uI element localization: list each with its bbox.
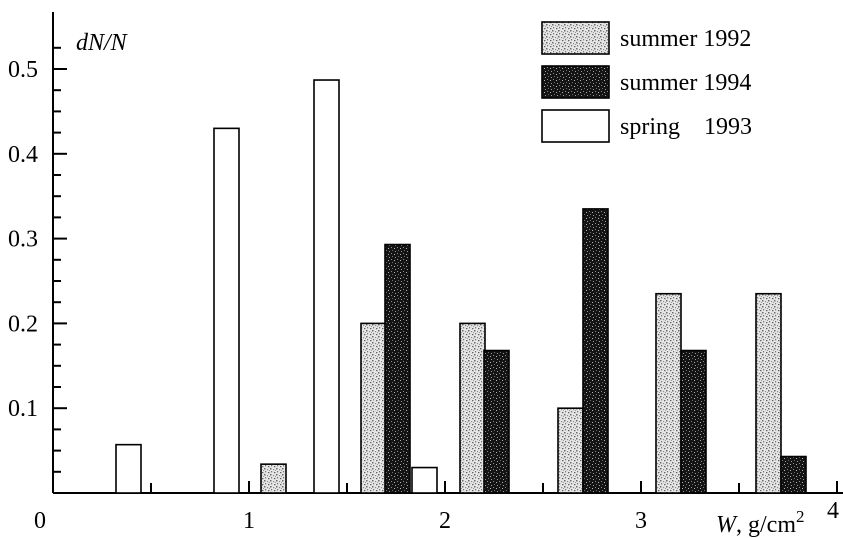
y-tick-label: 0.3 — [8, 227, 38, 253]
x-tick-label: 4 — [827, 498, 839, 524]
bar-summer-1994 — [484, 351, 509, 493]
bar-summer-1992 — [460, 323, 485, 493]
x-tick-label: 2 — [439, 508, 451, 534]
bar-summer-1994 — [681, 351, 706, 493]
legend-swatch — [542, 66, 609, 98]
y-tick-label: 0.4 — [8, 142, 38, 168]
bar-spring-1993 — [314, 80, 339, 493]
x-tick-label: 1 — [243, 508, 255, 534]
x-tick-label: 3 — [635, 508, 647, 534]
bar-summer-1992 — [756, 294, 781, 493]
bar-spring-1993 — [412, 468, 437, 493]
bar-summer-1992 — [361, 323, 386, 493]
bar-summer-1994 — [385, 245, 410, 493]
y-tick-label: 0.1 — [8, 396, 38, 422]
bar-spring-1993 — [116, 445, 141, 493]
bar-summer-1992 — [558, 408, 583, 493]
bar-summer-1994 — [781, 457, 806, 493]
legend-swatch — [542, 22, 609, 54]
legend-label: summer 1992 — [620, 26, 751, 52]
bar-spring-1993 — [214, 128, 239, 493]
legend-swatch — [542, 110, 609, 142]
bar-summer-1992 — [656, 294, 681, 493]
legend-label: spring 1993 — [620, 114, 752, 140]
svg-text:W, g/cm2: W, g/cm2 — [716, 507, 805, 538]
legend: summer 1992 summer 1994 spring 1993 — [542, 22, 752, 142]
y-tick-label: 0.2 — [8, 311, 38, 337]
x-axis-label: W, g/cm2 — [716, 507, 805, 538]
x-tick-label: 0 — [34, 508, 46, 534]
bars — [116, 80, 806, 493]
bar-summer-1992 — [261, 464, 286, 493]
legend-label: summer 1994 — [620, 70, 751, 96]
bar-summer-1994 — [583, 209, 608, 493]
y-tick-label: 0.5 — [8, 57, 38, 83]
y-axis-label: dN/N — [76, 30, 129, 56]
